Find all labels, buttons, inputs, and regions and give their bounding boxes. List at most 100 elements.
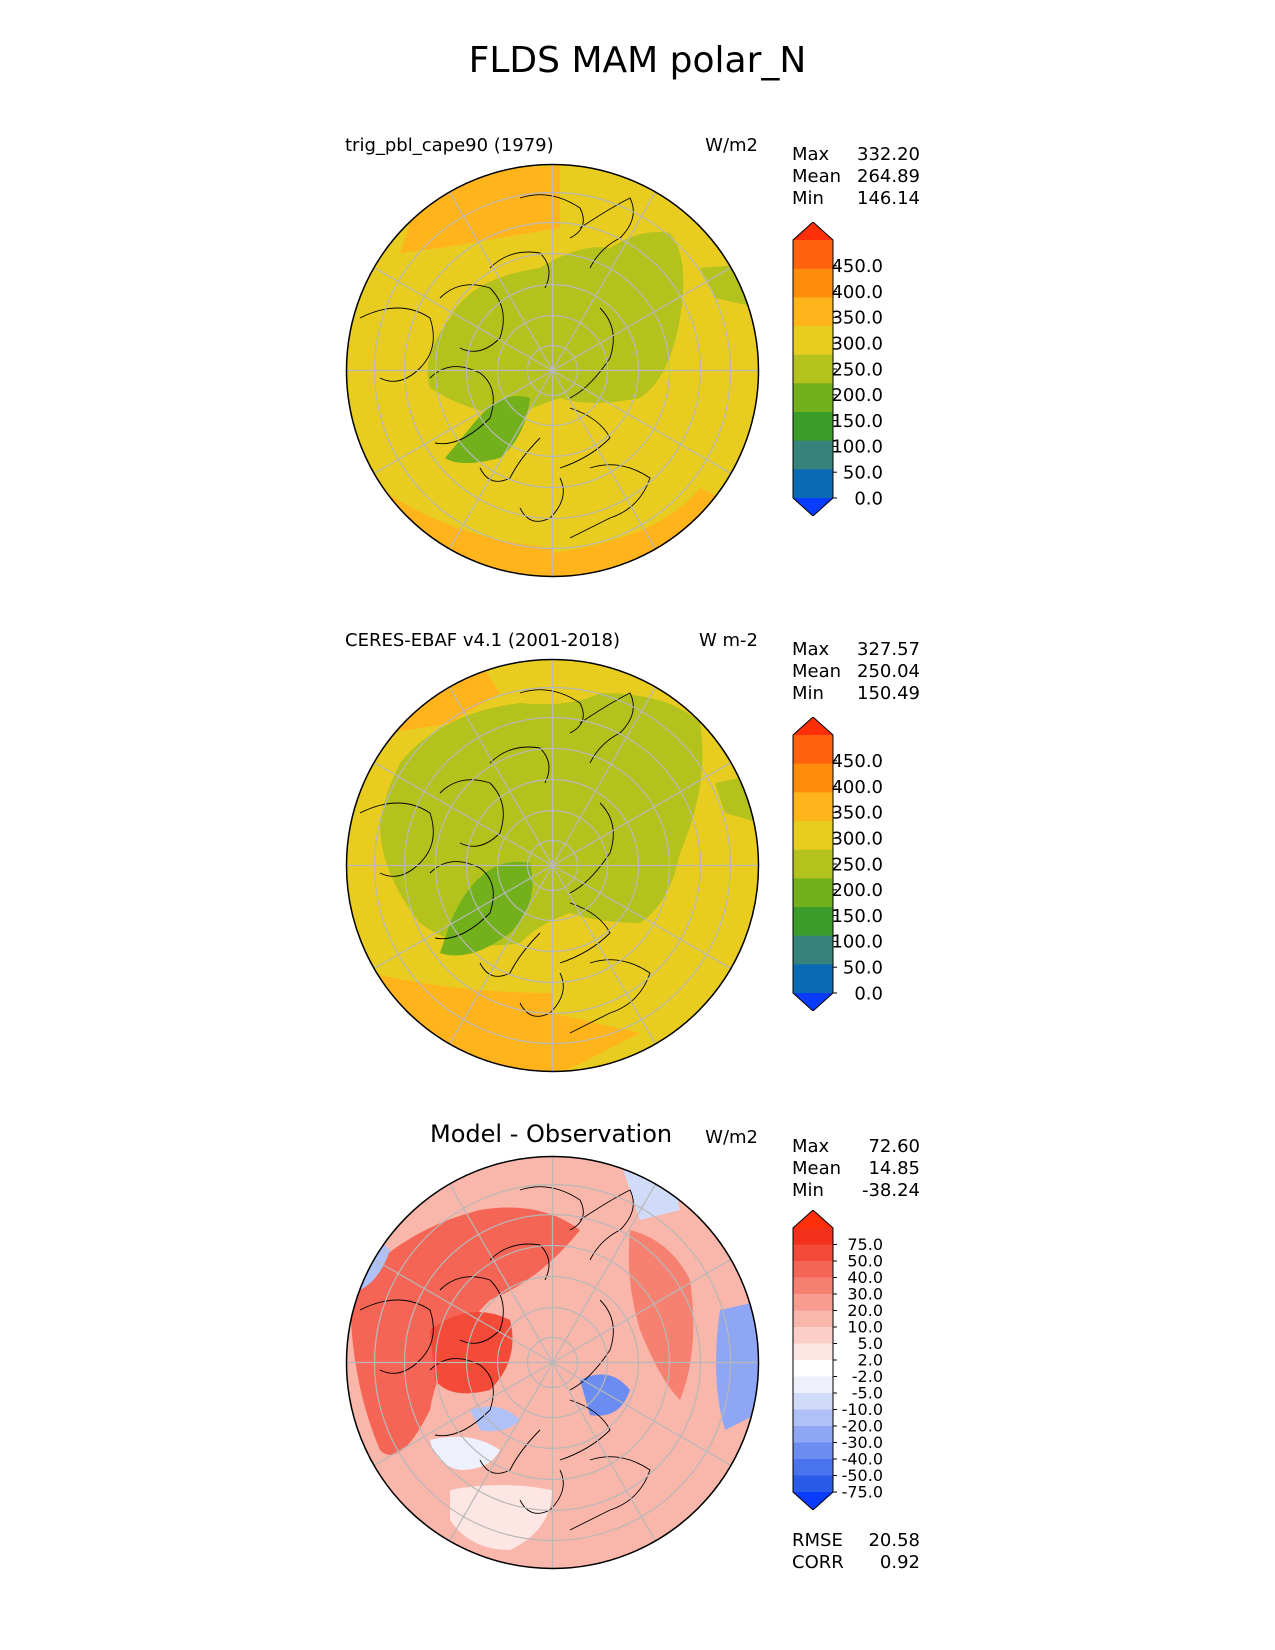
- diff-polar-map: [345, 1155, 760, 1570]
- coastlines: [359, 194, 651, 539]
- stat-label: Max: [792, 1136, 830, 1157]
- stat-label: Min: [792, 188, 824, 209]
- metric-label: RMSE: [792, 1530, 843, 1551]
- colorbar-segment: [793, 878, 833, 908]
- colorbar-segment: [793, 907, 833, 937]
- colorbar-segment: [793, 1244, 833, 1262]
- colorbar-tick-label: 250.0: [831, 854, 883, 875]
- colorbar-segment: [793, 1277, 833, 1295]
- colorbar-segment: [793, 240, 833, 270]
- colorbar-segment: [793, 412, 833, 442]
- colorbar-tick-label: 200.0: [831, 880, 883, 901]
- metric-corr: 0.92: [879, 1552, 920, 1573]
- colorbar-segment: [793, 440, 833, 470]
- colorbar-segment: [793, 268, 833, 298]
- colorbar-tick-label: 0.0: [854, 488, 883, 509]
- map-fill-region: [427, 232, 684, 418]
- map-fill-region: [390, 663, 500, 733]
- colorbar-extend-max: [793, 717, 833, 735]
- colorbar-tick-label: 40.0: [847, 1268, 883, 1287]
- colorbar-tick-label: 50.0: [843, 958, 883, 979]
- colorbar-segment: [793, 735, 833, 765]
- colorbar-tick-label: 50.0: [847, 1252, 883, 1271]
- model-panel-units: W/m2: [705, 135, 758, 156]
- colorbar-tick-label: 350.0: [831, 803, 883, 824]
- colorbar-extend-min: [793, 993, 833, 1011]
- stat-label: Max: [792, 144, 830, 165]
- colorbar-tick-label: 30.0: [847, 1285, 883, 1304]
- colorbar-tick-label: 100.0: [831, 932, 883, 953]
- model-stats: Max 332.20 Mean 264.89 Min 146.14: [792, 144, 920, 210]
- colorbar-extend-max: [793, 1210, 833, 1228]
- map-fill-region: [628, 1230, 694, 1400]
- stat-min: 146.14: [857, 188, 920, 209]
- colorbar-tick-label: 300.0: [831, 334, 883, 355]
- stat-mean: 250.04: [857, 661, 920, 682]
- colorbar-tick-label: 300.0: [831, 829, 883, 850]
- colorbar-tick-label: -75.0: [842, 1483, 883, 1502]
- colorbar-tick-label: -20.0: [842, 1417, 883, 1436]
- colorbar-segment: [793, 1459, 833, 1476]
- map-fill-region: [430, 1436, 500, 1470]
- colorbar-tick-label: 75.0: [847, 1235, 883, 1254]
- colorbar-segment: [793, 326, 833, 356]
- stat-mean: 14.85: [868, 1158, 920, 1179]
- colorbar-extend-min: [793, 1492, 833, 1510]
- colorbar-segment: [793, 1343, 833, 1361]
- colorbar-segment: [793, 354, 833, 384]
- model-colorbar: 450.0 400.0 350.0 300.0 250.0 200.0 150.0 100.0…: [792, 222, 883, 516]
- coastlines: [359, 689, 651, 1034]
- map-fill-region: [440, 861, 533, 956]
- stat-label: Min: [792, 683, 824, 704]
- colorbar-segment: [793, 1376, 833, 1394]
- map-fill-region: [380, 693, 703, 946]
- stat-label: Mean: [792, 661, 842, 682]
- diff-metrics: RMSE 20.58 CORR 0.92: [792, 1530, 920, 1574]
- map-gridlines: [346, 164, 759, 577]
- map-fill-region: [552, 1013, 640, 1072]
- colorbar-segment: [793, 821, 833, 851]
- colorbar-segment: [793, 1475, 833, 1493]
- colorbar-segment: [793, 1360, 833, 1377]
- colorbar-tick-label: 50.0: [843, 463, 883, 484]
- stat-label: Mean: [792, 1158, 842, 1179]
- diff-colorbar: 75.050.040.030.020.010.05.02.0-2.0-5.0-1…: [792, 1210, 883, 1510]
- colorbar-segment: [793, 964, 833, 994]
- map-fill-region: [430, 1312, 513, 1394]
- model-panel-title: trig_pbl_cape90 (1979): [345, 135, 554, 156]
- stat-mean: 264.89: [857, 166, 920, 187]
- colorbar-tick-label: 350.0: [831, 308, 883, 329]
- map-fill-region: [450, 1485, 552, 1550]
- colorbar-extend-max: [793, 222, 833, 240]
- colorbar-segment: [793, 1228, 833, 1245]
- colorbar-segment: [793, 383, 833, 413]
- colorbar-tick-label: 450.0: [831, 751, 883, 772]
- map-gridlines: [346, 1156, 759, 1569]
- colorbar-tick-label: 400.0: [831, 282, 883, 303]
- map-fill-region: [580, 1374, 630, 1416]
- colorbar-segment: [793, 1442, 833, 1460]
- colorbar-tick-label: 150.0: [831, 411, 883, 432]
- stat-label: Max: [792, 639, 830, 660]
- colorbar-tick-label: 10.0: [847, 1318, 883, 1337]
- colorbar-segment: [793, 792, 833, 822]
- obs-colorbar: 450.0 400.0 350.0 300.0 250.0 200.0 150.0 100.0…: [792, 717, 883, 1011]
- obs-polar-map: [345, 658, 760, 1073]
- model-polar-map: [345, 163, 760, 578]
- colorbar-tick-label: 100.0: [831, 437, 883, 458]
- map-boundary: [345, 163, 760, 578]
- map-gridlines: [346, 659, 759, 1072]
- stat-min: -38.24: [861, 1180, 920, 1201]
- colorbar-segment: [793, 1294, 833, 1311]
- colorbar-tick-label: -30.0: [842, 1433, 883, 1452]
- colorbar-tick-label: 400.0: [831, 777, 883, 798]
- colorbar-tick-label: 0.0: [854, 983, 883, 1004]
- stat-label: Min: [792, 1180, 824, 1201]
- colorbar-segment: [793, 297, 833, 327]
- colorbar-tick-label: 450.0: [831, 256, 883, 277]
- diff-panel-units: W/m2: [705, 1127, 758, 1148]
- figure-title: FLDS MAM polar_N: [468, 40, 807, 81]
- obs-stats: Max 327.57 Mean 250.04 Min 150.49: [792, 639, 920, 705]
- obs-panel-title: CERES-EBAF v4.1 (2001-2018): [345, 630, 621, 651]
- colorbar-tick-label: -5.0: [852, 1384, 883, 1403]
